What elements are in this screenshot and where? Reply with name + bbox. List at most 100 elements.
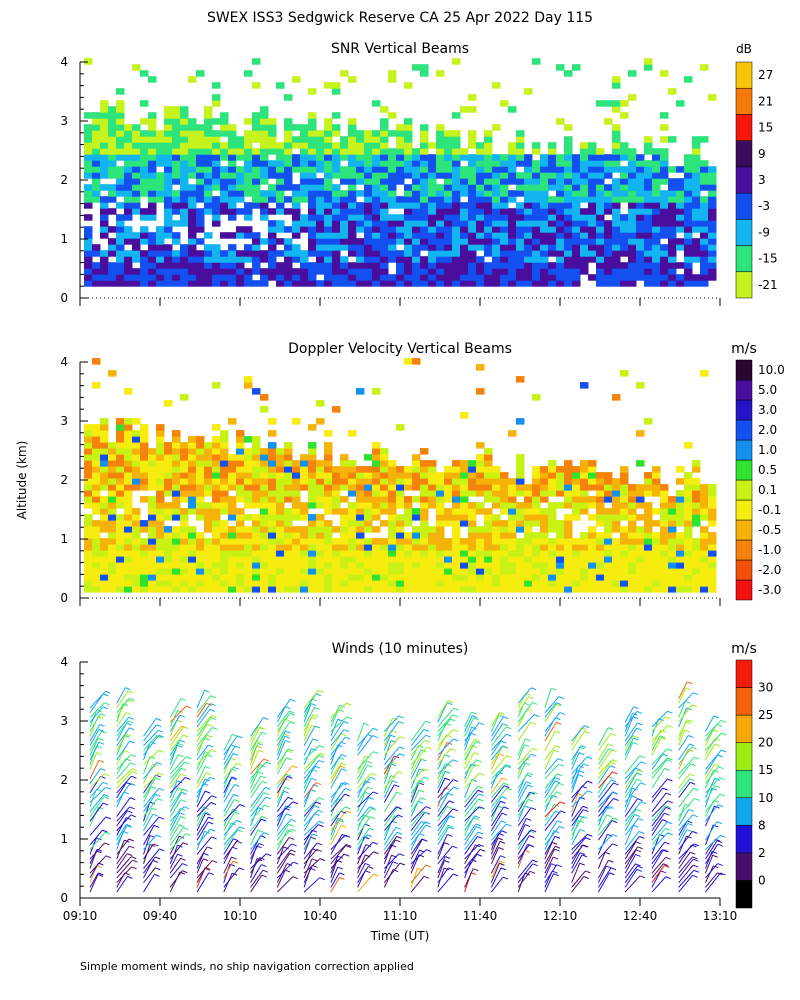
velocity-cell (684, 508, 693, 515)
snr-cell (204, 244, 213, 251)
wind-barb (89, 706, 104, 723)
snr-cell (188, 148, 197, 155)
velocity-cell (204, 574, 213, 581)
snr-cell (524, 268, 533, 275)
snr-cell (428, 232, 437, 239)
wind-barb (143, 735, 158, 751)
velocity-cell (700, 556, 709, 563)
velocity-cell (180, 460, 189, 467)
velocity-cell (572, 490, 581, 497)
velocity-cell (252, 466, 261, 473)
velocity-cell (372, 526, 381, 533)
snr-cell (252, 154, 261, 161)
snr-cell (660, 148, 669, 155)
wind-barb-flag (263, 792, 270, 796)
velocity-cell (348, 514, 357, 521)
velocity-cell (476, 586, 485, 593)
velocity-cell (556, 478, 565, 485)
snr-cell (84, 166, 93, 173)
snr-cell (180, 124, 189, 131)
wind-barb-flag (257, 726, 264, 730)
snr-cell (420, 70, 429, 77)
wind-barb-flag (399, 753, 405, 757)
snr-cell (388, 172, 397, 179)
velocity-cell (684, 442, 693, 449)
snr-cell (84, 172, 93, 179)
velocity-cell (204, 586, 213, 593)
wind-barb-flag (261, 874, 267, 878)
velocity-cell (428, 568, 437, 575)
snr-cell (628, 280, 637, 287)
colorbar-swatch (735, 114, 753, 141)
snr-cell (460, 238, 469, 245)
snr-cell (660, 190, 669, 197)
snr-cell (604, 184, 613, 191)
snr-cell (676, 100, 685, 107)
velocity-cell (132, 478, 141, 485)
snr-cell (700, 202, 709, 209)
wind-barb (169, 792, 183, 813)
velocity-cell (260, 526, 269, 533)
velocity-cell (644, 586, 653, 593)
snr-cell (196, 268, 205, 275)
snr-cell (692, 238, 701, 245)
snr-cell (156, 196, 165, 203)
velocity-cell (364, 520, 373, 527)
velocity-cell (412, 454, 421, 461)
snr-cell (652, 250, 661, 257)
snr-cell (516, 190, 525, 197)
velocity-cell (700, 370, 709, 377)
snr-cell (220, 154, 229, 161)
velocity-cell (284, 562, 293, 569)
wind-barb-flag (365, 844, 372, 848)
wind-barb-flag (104, 773, 110, 777)
snr-cell (324, 160, 333, 167)
velocity-cell (316, 526, 325, 533)
snr-cell (652, 262, 661, 269)
snr-cell (620, 100, 629, 107)
snr-cell (420, 190, 429, 197)
snr-cell (660, 226, 669, 233)
wind-barb-flag (506, 755, 512, 759)
velocity-cell (140, 526, 149, 533)
velocity-cell (220, 550, 229, 557)
snr-cell (188, 208, 197, 215)
velocity-cell (204, 544, 213, 551)
snr-cell (308, 160, 317, 167)
snr-cell (180, 202, 189, 209)
wind-barb-flag (478, 798, 484, 802)
snr-cell (100, 196, 109, 203)
velocity-cell (420, 466, 429, 473)
velocity-cell (524, 496, 533, 503)
snr-cell (132, 64, 141, 71)
snr-cell (156, 190, 165, 197)
snr-cell (692, 226, 701, 233)
velocity-cell (260, 562, 269, 569)
velocity-cell (508, 586, 517, 593)
velocity-cell (444, 496, 453, 503)
velocity-cell (308, 556, 317, 563)
snr-cell (196, 130, 205, 137)
snr-cell (212, 94, 221, 101)
velocity-cell (204, 562, 213, 569)
velocity-cell (252, 568, 261, 575)
snr-cell (444, 220, 453, 227)
snr-cell (564, 124, 573, 131)
snr-cell (516, 130, 525, 137)
velocity-cell (300, 526, 309, 533)
velocity-cell (244, 514, 253, 521)
snr-cell (484, 232, 493, 239)
snr-cell (428, 220, 437, 227)
velocity-cell (588, 502, 597, 509)
snr-cell (660, 124, 669, 131)
velocity-cell (484, 514, 493, 521)
snr-cell (132, 130, 141, 137)
velocity-cell (364, 574, 373, 581)
wind-barb-flag (397, 814, 403, 818)
snr-cell (564, 142, 573, 149)
velocity-cell (500, 490, 509, 497)
snr-cell (172, 154, 181, 161)
velocity-cell (692, 580, 701, 587)
wind-barb (89, 760, 100, 780)
wind-barb-flag (265, 796, 272, 800)
